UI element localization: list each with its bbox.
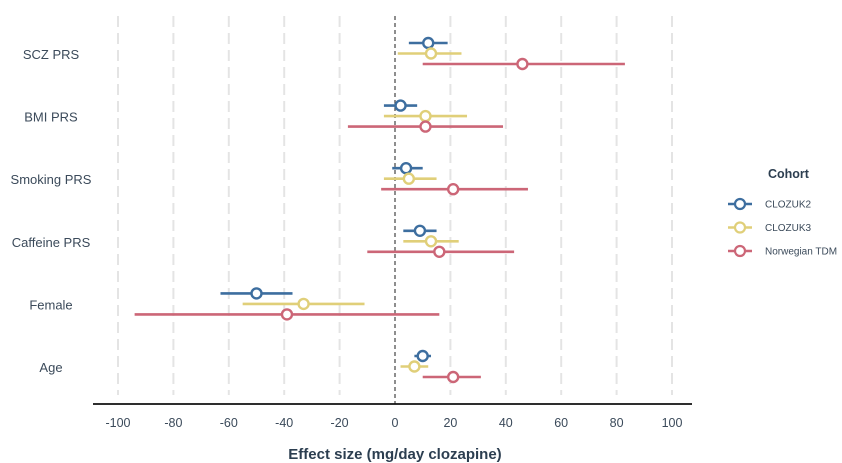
point-estimate xyxy=(280,308,294,321)
point-estimate xyxy=(419,120,432,133)
point-estimate xyxy=(402,172,416,185)
x-tick-label: 100 xyxy=(662,416,683,430)
x-tick-label: 80 xyxy=(610,416,624,430)
point-estimate xyxy=(250,287,263,300)
point-estimate xyxy=(516,57,529,71)
category-label: Female xyxy=(29,297,72,312)
x-tick-label: 40 xyxy=(499,416,513,430)
x-tick-label: -40 xyxy=(275,416,293,430)
x-tick-label: -20 xyxy=(331,416,349,430)
legend-items: CLOZUK2 CLOZUK3 Norwegian TDM xyxy=(728,197,837,258)
point-estimate xyxy=(419,109,432,123)
point-estimate xyxy=(413,224,427,238)
x-tick-label: 60 xyxy=(554,416,568,430)
legend-key-point xyxy=(733,221,747,234)
point-estimate xyxy=(424,235,438,248)
point-estimate xyxy=(408,360,421,373)
point-estimate xyxy=(446,182,460,196)
x-tick-label: -80 xyxy=(164,416,182,430)
point-estimate xyxy=(422,36,435,50)
point-estimate xyxy=(297,297,310,311)
x-axis-ticks: -100 -80 -60 -40 -20 0 20 40 60 80 100 xyxy=(105,416,682,430)
plot-marks xyxy=(134,36,625,384)
legend-title: Cohort xyxy=(768,167,810,181)
grid-lines xyxy=(117,16,673,395)
point-estimate xyxy=(399,161,413,175)
point-estimate xyxy=(394,99,407,112)
x-axis-label: Effect size (mg/day clozapine) xyxy=(288,446,501,463)
x-tick-label: -60 xyxy=(220,416,238,430)
x-tick-label: 0 xyxy=(392,416,399,430)
legend: Cohort CLOZUK2 CLOZUK3 Norwegian TDM xyxy=(728,167,837,258)
point-estimate xyxy=(424,47,438,60)
x-tick-label: -100 xyxy=(105,416,130,430)
legend-item-label: CLOZUK3 xyxy=(765,223,812,234)
category-labels: SCZ PRS BMI PRS Smoking PRS Caffeine PRS Fem… xyxy=(11,47,92,375)
x-axis: -100 -80 -60 -40 -20 0 20 40 60 80 100 xyxy=(93,403,692,430)
point-estimate xyxy=(416,349,429,363)
category-label: Age xyxy=(39,360,62,375)
legend-item-label: CLOZUK2 xyxy=(765,200,812,211)
legend-key-point xyxy=(733,244,747,258)
category-label: Smoking PRS xyxy=(11,172,92,187)
x-tick-label: 20 xyxy=(443,416,457,430)
point-estimate xyxy=(433,245,446,259)
point-estimate xyxy=(446,370,460,384)
category-label: Caffeine PRS xyxy=(12,235,91,250)
legend-item-label: Norwegian TDM xyxy=(765,247,837,258)
category-label: SCZ PRS xyxy=(23,47,80,62)
legend-key-point xyxy=(733,197,747,211)
category-label: BMI PRS xyxy=(24,110,78,125)
